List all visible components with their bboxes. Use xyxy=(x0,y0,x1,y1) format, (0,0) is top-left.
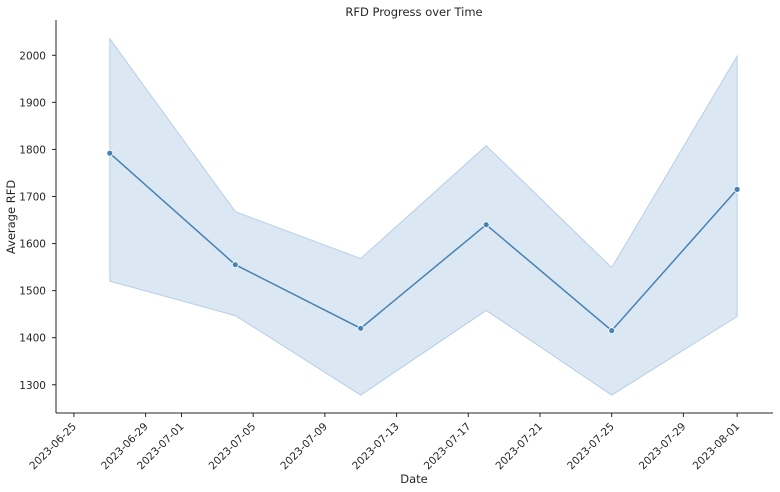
x-tick-label: 2023-07-17 xyxy=(422,421,474,473)
x-tick-label: 2023-07-09 xyxy=(278,421,330,473)
y-tick-label: 1300 xyxy=(19,380,46,392)
y-tick-label: 1900 xyxy=(19,97,46,109)
x-tick-label: 2023-07-05 xyxy=(207,421,259,473)
y-tick-label: 1800 xyxy=(19,144,46,156)
series-line-layer xyxy=(109,152,738,332)
y-tick-label: 1500 xyxy=(19,286,46,298)
y-tick-labels: 1300 1400 1500 1600 1700 1800 1900 2000 xyxy=(19,50,56,392)
data-point xyxy=(482,221,490,229)
data-point xyxy=(106,149,114,157)
data-point xyxy=(231,261,239,269)
x-tick-label: 2023-06-25 xyxy=(27,421,79,473)
x-tick-label: 2023-07-29 xyxy=(637,421,689,473)
chart-title: RFD Progress over Time xyxy=(345,5,482,19)
y-tick-label: 1600 xyxy=(19,239,46,251)
data-point xyxy=(357,324,365,332)
y-tick-label: 2000 xyxy=(19,50,46,62)
x-tick-label: 2023-07-21 xyxy=(493,421,545,473)
x-tick-label: 2023-07-13 xyxy=(350,421,402,473)
confidence-band xyxy=(109,37,738,396)
confidence-band-layer xyxy=(109,37,738,396)
y-tick-label: 1400 xyxy=(19,333,46,345)
data-point xyxy=(608,327,616,335)
y-axis-label: Average RFD xyxy=(4,180,18,254)
data-point xyxy=(733,185,741,193)
x-tick-label: 2023-07-25 xyxy=(565,421,617,473)
series-line xyxy=(109,152,738,332)
y-tick-label: 1700 xyxy=(19,191,46,203)
x-tick-label: 2023-08-01 xyxy=(691,421,743,473)
x-axis-label: Date xyxy=(400,472,428,486)
data-points-layer xyxy=(106,149,741,335)
